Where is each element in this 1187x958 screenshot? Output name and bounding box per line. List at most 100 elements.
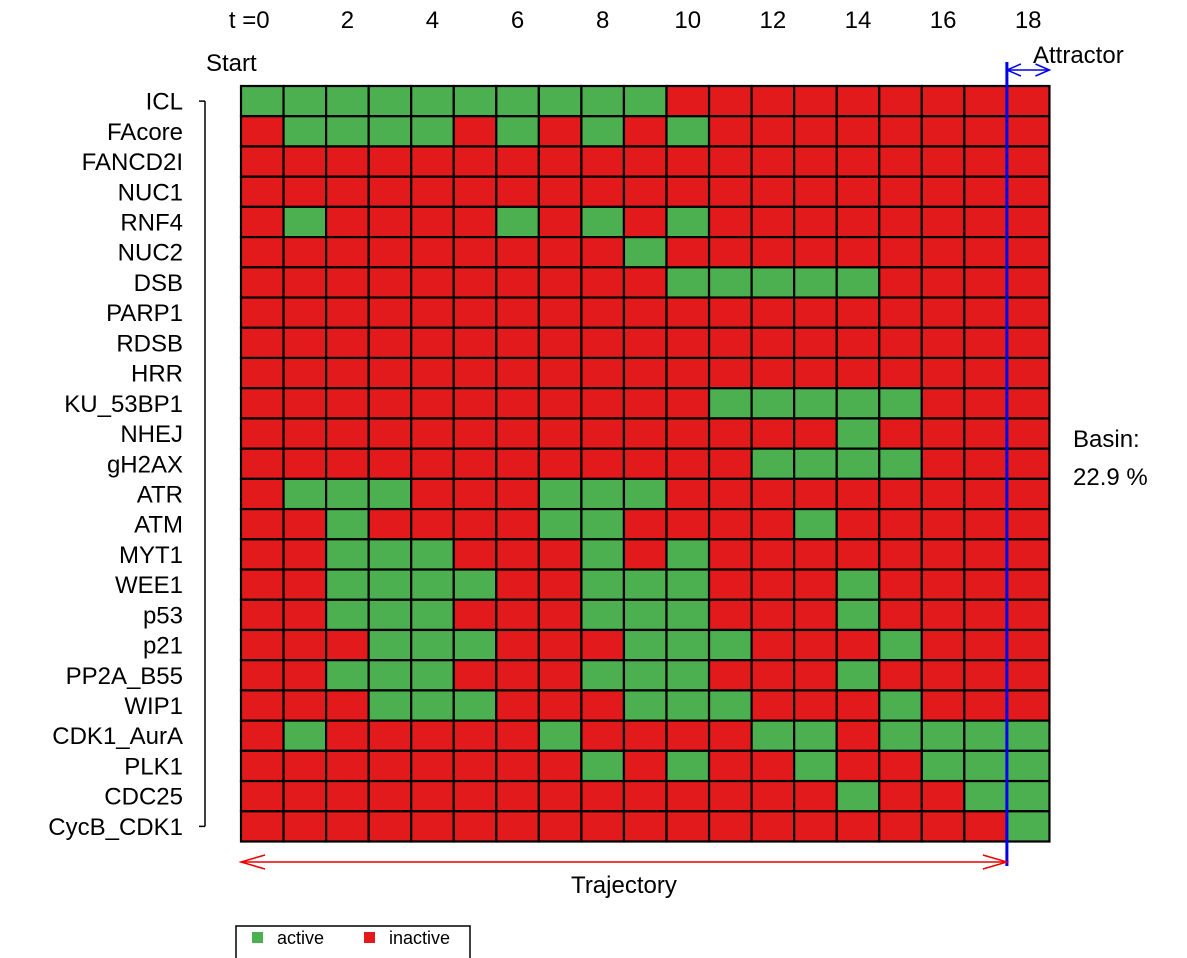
cell-NHEJ-t7 [537, 417, 583, 450]
cell-ATM-t0 [239, 507, 285, 541]
cell-PP2A_B55-t16 [920, 659, 966, 692]
cell-NUC1-t16 [920, 175, 966, 208]
cell-FANCD2I-t8 [580, 145, 626, 178]
cell-HRR-t3 [367, 356, 413, 390]
cell-ICL-t2 [325, 84, 370, 118]
cell-WIP1-t6 [495, 689, 540, 722]
cell-ATM-t13 [793, 507, 838, 541]
cell-p53-t12 [750, 598, 796, 632]
cell-KU_53BP1-t12 [750, 387, 796, 420]
cell-WEE1-t7 [537, 568, 583, 601]
cell-FANCD2I-t3 [367, 145, 413, 178]
time-axis-prefix: t = [229, 7, 256, 34]
legend-box [235, 925, 471, 958]
cell-NUC2-t10 [665, 236, 711, 269]
cell-RNF4-t10 [665, 205, 711, 239]
cell-NHEJ-t12 [750, 417, 796, 450]
cell-NUC2-t7 [537, 236, 583, 269]
cell-NUC1-t6 [495, 175, 540, 208]
cell-HRR-t11 [707, 356, 753, 390]
cell-CDC25-t12 [750, 779, 796, 813]
cell-MYT1-t0 [239, 538, 285, 571]
cell-RNF4-t2 [325, 205, 370, 239]
cell-ATR-t12 [750, 477, 796, 511]
cell-PARP1-t2 [325, 296, 370, 329]
cell-PLK1-t12 [750, 749, 796, 783]
cell-FANCD2I-t0 [239, 145, 285, 178]
cell-MYT1-t4 [410, 538, 455, 571]
cell-PP2A_B55-t7 [537, 659, 583, 692]
cell-NHEJ-t15 [878, 417, 923, 450]
cell-CDC25-t14 [835, 779, 881, 813]
cell-MYT1-t16 [920, 538, 966, 571]
gene-label-RDSB: RDSB [116, 330, 183, 357]
cell-MYT1-t14 [835, 538, 881, 571]
cell-PLK1-t9 [622, 749, 668, 783]
gene-labels: ICL FAcore FANCD2I NUC1 RNF4 NUC2 DSB PARP1 RDSB… [48, 89, 183, 841]
cell-RDSB-t16 [920, 326, 966, 360]
cell-p53-t6 [495, 598, 540, 632]
cell-WEE1-t14 [835, 568, 881, 601]
cell-ATR-t13 [793, 477, 838, 511]
cell-PP2A_B55-t18 [1005, 659, 1051, 692]
cell-MYT1-t6 [495, 538, 540, 571]
cell-p21-t11 [707, 628, 753, 662]
cell-RNF4-t9 [622, 205, 668, 239]
cell-p21-t2 [325, 628, 370, 662]
cell-ATR-t11 [707, 477, 753, 511]
cell-CycB_CDK1-t13 [793, 810, 838, 843]
cell-KU_53BP1-t10 [665, 387, 711, 420]
cell-FAcore-t8 [580, 115, 626, 148]
cell-p21-t16 [920, 628, 966, 662]
cell-CDC25-t4 [410, 779, 455, 813]
cell-CDC25-t7 [537, 779, 583, 813]
cell-WIP1-t13 [793, 689, 838, 722]
cell-KU_53BP1-t14 [835, 387, 881, 420]
cell-ICL-t0 [239, 84, 285, 118]
cell-CDK1_AurA-t8 [580, 719, 626, 752]
cell-WIP1-t1 [282, 689, 328, 722]
cell-NHEJ-t4 [410, 417, 455, 450]
cell-p53-t8 [580, 598, 626, 632]
cell-p21-t8 [580, 628, 626, 662]
cell-p21-t3 [367, 628, 413, 662]
cell-RDSB-t9 [622, 326, 668, 360]
cell-CDC25-t8 [580, 779, 626, 813]
cell-p21-t6 [495, 628, 540, 662]
cell-DSB-t10 [665, 266, 711, 299]
cell-HRR-t13 [793, 356, 838, 390]
cell-p21-t5 [452, 628, 498, 662]
cell-RNF4-t4 [410, 205, 455, 239]
cell-FANCD2I-t10 [665, 145, 711, 178]
cell-NHEJ-t3 [367, 417, 413, 450]
cell-ATR-t5 [452, 477, 498, 511]
cell-FAcore-t11 [707, 115, 753, 148]
cell-CycB_CDK1-t10 [665, 810, 711, 843]
cell-KU_53BP1-t16 [920, 387, 966, 420]
cell-PARP1-t4 [410, 296, 455, 329]
gene-label-p21: p21 [143, 633, 183, 660]
cell-ATM-t17 [963, 507, 1008, 541]
cell-gH2AX-t4 [410, 447, 455, 480]
cell-WEE1-t2 [325, 568, 370, 601]
cell-RNF4-t16 [920, 205, 966, 239]
gene-label-p53: p53 [143, 602, 183, 629]
cell-PARP1-t11 [707, 296, 753, 329]
cell-RDSB-t15 [878, 326, 923, 360]
cell-MYT1-t12 [750, 538, 796, 571]
cell-PARP1-t6 [495, 296, 540, 329]
cell-ICL-t18 [1005, 84, 1051, 118]
cell-WIP1-t2 [325, 689, 370, 722]
cell-CDC25-t15 [878, 779, 923, 813]
cell-RNF4-t14 [835, 205, 881, 239]
cell-WEE1-t18 [1005, 568, 1051, 601]
cell-CDK1_AurA-t10 [665, 719, 711, 752]
cell-CDC25-t9 [622, 779, 668, 813]
cell-DSB-t0 [239, 266, 285, 299]
cell-CDC25-t16 [920, 779, 966, 813]
cell-ICL-t17 [963, 84, 1008, 118]
cell-PARP1-t7 [537, 296, 583, 329]
gene-axis-bracket [199, 100, 206, 828]
gene-label-PLK1: PLK1 [124, 753, 183, 780]
cell-ATR-t8 [580, 477, 626, 511]
